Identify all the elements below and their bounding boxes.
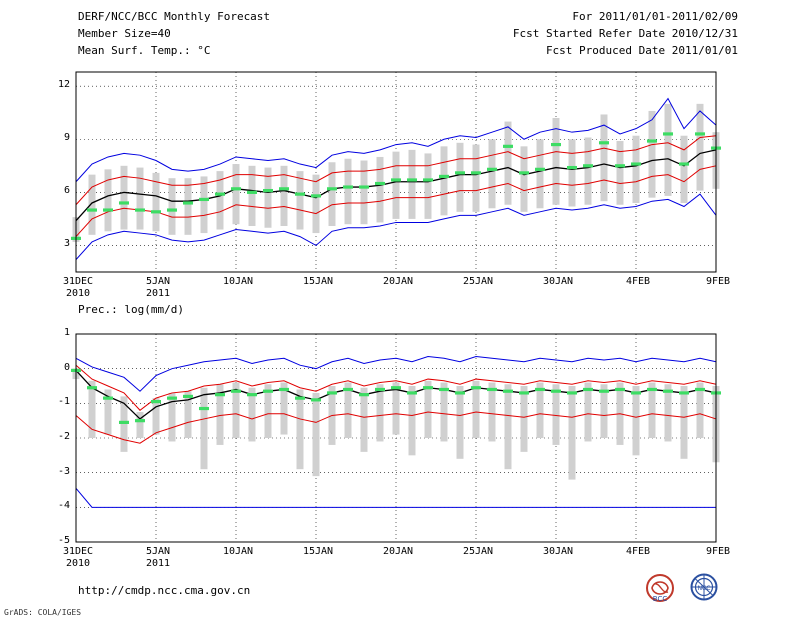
grads-credit: GrADS: COLA/IGES [4,608,82,617]
x-tick-label: 25JAN [462,276,494,287]
source-url[interactable]: http://cmdp.ncc.cma.gov.cn [78,584,251,597]
x-tick-label: 9FEB [705,276,731,287]
x-tick-label: 30JAN [542,276,574,287]
y-tick-label: 6 [63,185,70,197]
svg-text:BCC: BCC [653,595,668,603]
x-tick-label: 20JAN [382,546,414,557]
x-tick-label: 9FEB [705,546,731,557]
forecast-period-label: For 2011/01/01-2011/02/09 [572,10,738,23]
x-tick-label: 10JAN [222,276,254,287]
y-tick-label: 9 [63,132,70,144]
x-tick-label: 15JAN [302,276,334,287]
x-tick-label: 20JAN [382,276,414,287]
x-tick-label: 10JAN [222,546,254,557]
y-tick-label: 0 [63,361,70,373]
temperature-chart: 3 6 9 12 31DEC 2010 5JAN 2011 10JAN 15JAN 20JAN 25J… [57,71,731,299]
y-tick-label: -1 [57,396,70,408]
precip-axis-title: Prec.: log(mm/d) [78,303,184,316]
svg-text:NCC: NCC [698,585,711,592]
y-tick-label: 3 [63,238,70,250]
x-tick-sublabel: 2010 [65,558,91,569]
bcc-logo: BCC [644,572,676,604]
x-tick-sublabel: 2011 [145,288,171,299]
x-tick-sublabel: 2010 [65,288,91,299]
member-size-label: Member Size=40 [78,27,171,40]
y-tick-label: -5 [57,535,70,546]
y-tick-label: -3 [57,465,70,477]
page-title: DERF/NCC/BCC Monthly Forecast [78,10,271,23]
y-tick-label: -4 [57,500,70,512]
x-tick-label: 5JAN [145,276,171,287]
variable-label: Mean Surf. Temp.: °C [78,44,211,57]
x-tick-label: 31DEC [62,276,94,287]
x-tick-label: 31DEC [62,546,94,557]
x-tick-label: 5JAN [145,546,171,557]
y-tick-label: -2 [57,431,70,442]
x-tick-label: 4FEB [625,276,651,287]
ncc-logo: NCC [688,572,720,604]
x-tick-label: 25JAN [462,546,494,557]
x-tick-label: 30JAN [542,546,574,557]
y-tick-label: 1 [63,327,70,338]
x-tick-sublabel: 2011 [145,558,171,569]
forecast-produced-label: Fcst Produced Date 2011/01/01 [545,44,738,57]
x-tick-label: 15JAN [302,546,334,557]
y-tick-label: 12 [57,79,70,91]
x-tick-label: 4FEB [625,546,651,557]
forecast-started-label: Fcst Started Refer Date 2010/12/31 [512,27,738,40]
